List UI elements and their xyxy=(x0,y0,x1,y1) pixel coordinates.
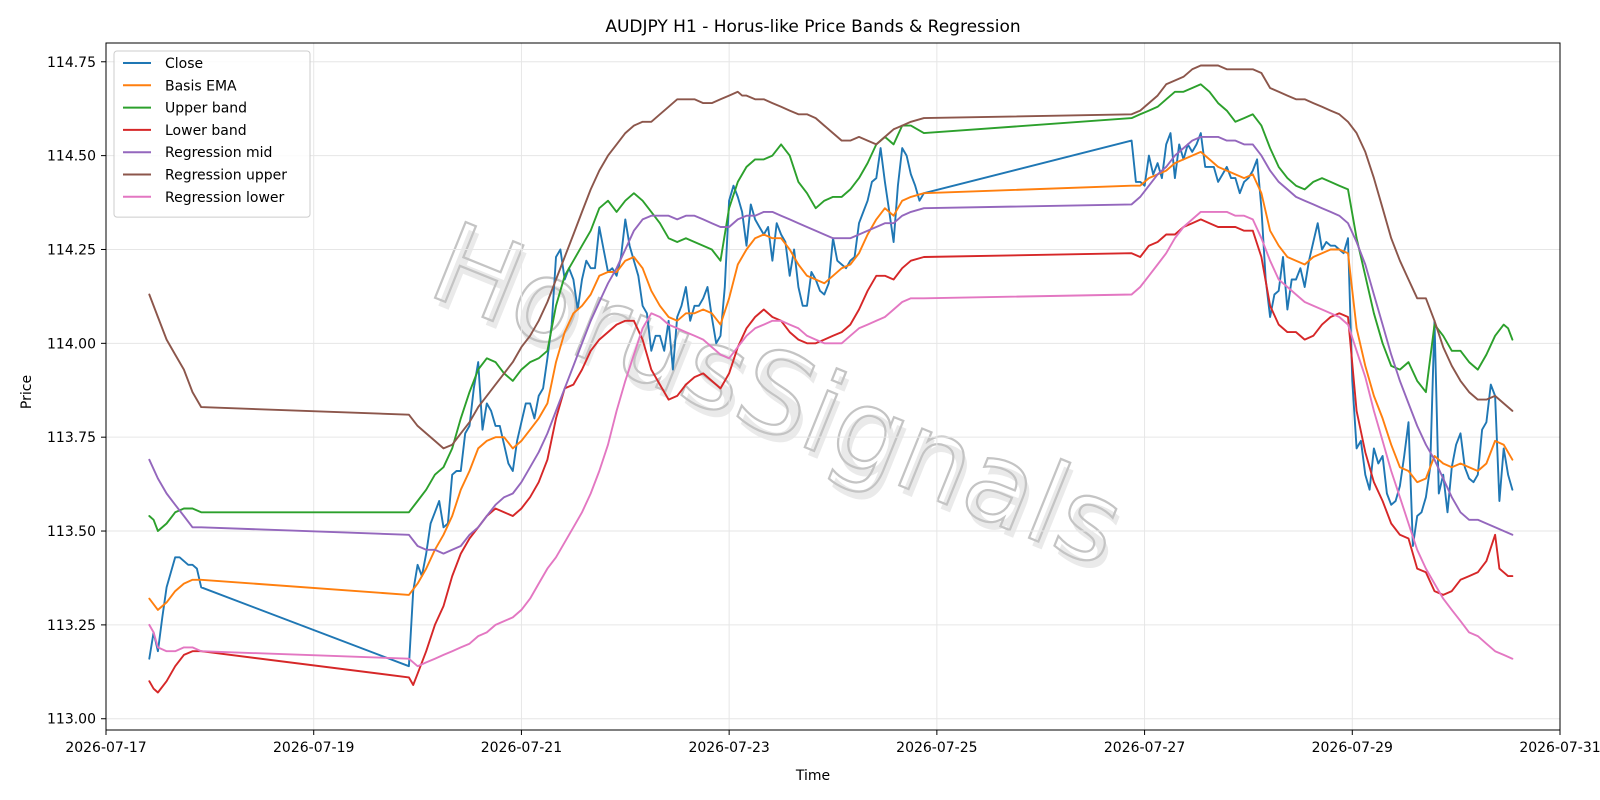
y-tick-label: 113.00 xyxy=(47,712,96,728)
y-tick-label: 114.50 xyxy=(47,149,96,165)
x-axis-label: Time xyxy=(795,768,830,784)
legend: Close Basis EMA Upper band Lower band Regres… xyxy=(113,50,311,218)
chart-title: AUDJPY H1 - Horus-like Price Bands & Reg… xyxy=(605,17,1020,37)
x-tick-label: 2026-07-21 xyxy=(481,740,562,756)
y-tick-label: 114.25 xyxy=(47,242,96,258)
grid xyxy=(105,43,1561,730)
y-tick-label: 113.75 xyxy=(47,430,96,446)
plot-lines xyxy=(148,64,1514,694)
series-line-close xyxy=(148,132,1514,668)
series-line-regression-upper xyxy=(148,64,1514,450)
series-line-regression-mid xyxy=(148,135,1514,555)
x-tick-label: 2026-07-31 xyxy=(1519,740,1600,756)
x-tick-label: 2026-07-23 xyxy=(688,740,769,756)
y-tick-label: 114.00 xyxy=(47,336,96,352)
legend-item-close: Close xyxy=(123,56,203,72)
legend-item-upper-band: Upper band xyxy=(123,101,247,117)
y-tick-label: 113.25 xyxy=(47,618,96,634)
legend-box xyxy=(113,50,311,218)
legend-item-basis-ema: Basis EMA xyxy=(123,78,237,94)
legend-label: Basis EMA xyxy=(165,78,237,94)
legend-label: Lower band xyxy=(165,123,247,139)
legend-label: Close xyxy=(165,56,203,72)
x-tick-label: 2026-07-25 xyxy=(896,740,977,756)
legend-label: Regression upper xyxy=(165,168,287,184)
y-axis-ticks: 113.00 113.25 113.50 113.75 114.00 114.25 114.… xyxy=(47,55,106,728)
series-line-lower-band xyxy=(148,218,1514,694)
y-tick-label: 114.75 xyxy=(47,55,96,71)
legend-label: Regression mid xyxy=(165,145,272,161)
legend-item-regression-mid: Regression mid xyxy=(123,145,272,161)
x-axis-ticks: 2026-07-17 2026-07-19 2026-07-21 2026-07-23… xyxy=(65,730,1600,756)
legend-label: Upper band xyxy=(165,101,247,117)
series-line-regression-lower xyxy=(148,210,1514,668)
plot-frame xyxy=(105,42,1561,731)
x-tick-label: 2026-07-27 xyxy=(1104,740,1185,756)
x-tick-label: 2026-07-29 xyxy=(1312,740,1393,756)
x-tick-label: 2026-07-17 xyxy=(65,740,146,756)
x-tick-label: 2026-07-19 xyxy=(273,740,354,756)
legend-item-lower-band: Lower band xyxy=(123,123,247,139)
legend-item-regression-upper: Regression upper xyxy=(123,168,287,184)
y-axis-label: Price xyxy=(19,375,35,409)
series-line-basis-ema xyxy=(148,150,1514,611)
y-tick-label: 113.50 xyxy=(47,524,96,540)
legend-label: Regression lower xyxy=(165,190,285,206)
legend-item-regression-lower: Regression lower xyxy=(123,190,285,206)
